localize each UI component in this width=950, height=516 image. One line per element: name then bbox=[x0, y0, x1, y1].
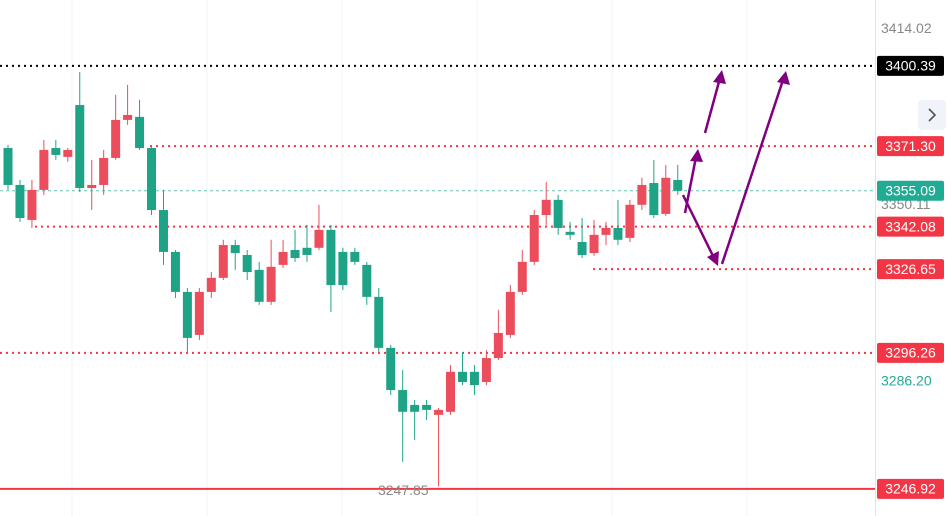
price-box bbox=[877, 259, 944, 280]
candle-body bbox=[613, 227, 623, 240]
candle-body bbox=[170, 251, 180, 292]
candle-body bbox=[182, 291, 192, 338]
candle-body bbox=[434, 409, 444, 415]
candle-body bbox=[87, 184, 97, 188]
arrow bbox=[681, 194, 716, 259]
arrow-head bbox=[777, 71, 790, 85]
candle-body bbox=[135, 116, 145, 149]
price-label: 3355.09 bbox=[885, 182, 936, 198]
candle-body bbox=[15, 184, 25, 219]
price-box bbox=[877, 216, 944, 237]
candle-body bbox=[469, 371, 479, 386]
candle-body bbox=[493, 332, 503, 359]
price-label: 3342.08 bbox=[885, 218, 936, 234]
price-label: 3414.02 bbox=[881, 20, 932, 36]
candle-body bbox=[565, 231, 575, 235]
candle-body bbox=[194, 291, 204, 335]
candle-body bbox=[3, 148, 13, 185]
candle-body bbox=[553, 199, 563, 228]
candle-body bbox=[577, 242, 587, 255]
candle-body bbox=[410, 404, 420, 412]
candle-body bbox=[457, 371, 467, 383]
candle-body bbox=[218, 245, 228, 278]
low-label: 3247.85 bbox=[378, 482, 429, 498]
price-box bbox=[877, 342, 944, 363]
button-bg[interactable] bbox=[918, 100, 946, 130]
price-label: 3246.92 bbox=[885, 481, 936, 497]
candle-body bbox=[374, 296, 384, 348]
candle-body bbox=[75, 105, 85, 188]
candle-body bbox=[661, 177, 671, 214]
arrow-head bbox=[707, 251, 719, 266]
price-axis: 3414.023350.113286.203400.393371.303355.… bbox=[877, 20, 944, 499]
candle-body bbox=[158, 210, 168, 252]
arrow bbox=[703, 77, 722, 134]
candle-body bbox=[314, 229, 324, 248]
candle-body bbox=[99, 157, 109, 185]
chevron-icon[interactable] bbox=[928, 108, 937, 122]
candle-body bbox=[350, 251, 360, 262]
price-label: 3400.39 bbox=[885, 58, 936, 74]
candle-body bbox=[278, 251, 288, 265]
drawings bbox=[681, 70, 790, 266]
price-box bbox=[877, 136, 944, 157]
candle-body bbox=[302, 247, 312, 255]
candle-body bbox=[481, 358, 491, 383]
arrow-head bbox=[713, 70, 726, 84]
candle-body bbox=[517, 261, 527, 292]
candle-body bbox=[242, 254, 252, 273]
candle-body bbox=[601, 227, 611, 235]
candle-body bbox=[326, 229, 336, 286]
candle-body bbox=[147, 148, 157, 211]
candle-body bbox=[422, 404, 432, 410]
price-box bbox=[877, 180, 944, 201]
candle-body bbox=[637, 184, 647, 205]
price-label: 3326.65 bbox=[885, 261, 936, 277]
candle-body bbox=[290, 250, 300, 258]
candle-body bbox=[529, 215, 539, 262]
price-box bbox=[877, 478, 944, 499]
candle-body bbox=[541, 199, 551, 215]
arrow-head bbox=[690, 149, 703, 162]
candle-body bbox=[111, 119, 121, 158]
candle-body bbox=[625, 204, 635, 238]
candle-body bbox=[123, 114, 133, 120]
candle-body bbox=[254, 269, 264, 302]
price-label: 3371.30 bbox=[885, 138, 936, 154]
candle-body bbox=[338, 251, 348, 286]
candle-body bbox=[27, 189, 37, 220]
plot: 3247.85 bbox=[0, 64, 875, 498]
candle-body bbox=[398, 390, 408, 412]
price-box bbox=[877, 55, 944, 76]
candle-body bbox=[649, 183, 659, 215]
price-label: 3296.26 bbox=[885, 345, 936, 361]
candle-body bbox=[266, 266, 276, 302]
arrow bbox=[720, 79, 785, 265]
candle-body bbox=[673, 179, 683, 191]
candle-body bbox=[589, 234, 599, 254]
candle-body bbox=[446, 371, 456, 412]
candle-body bbox=[51, 148, 61, 155]
price-label: 3286.20 bbox=[881, 372, 932, 388]
candle-body bbox=[206, 277, 216, 292]
candle-body bbox=[505, 291, 515, 335]
candle-body bbox=[386, 347, 396, 391]
candle-body bbox=[230, 245, 240, 254]
candle-body bbox=[39, 149, 49, 190]
scroll-button[interactable] bbox=[918, 100, 946, 130]
candle-body bbox=[63, 149, 73, 157]
candle-body bbox=[362, 264, 372, 297]
